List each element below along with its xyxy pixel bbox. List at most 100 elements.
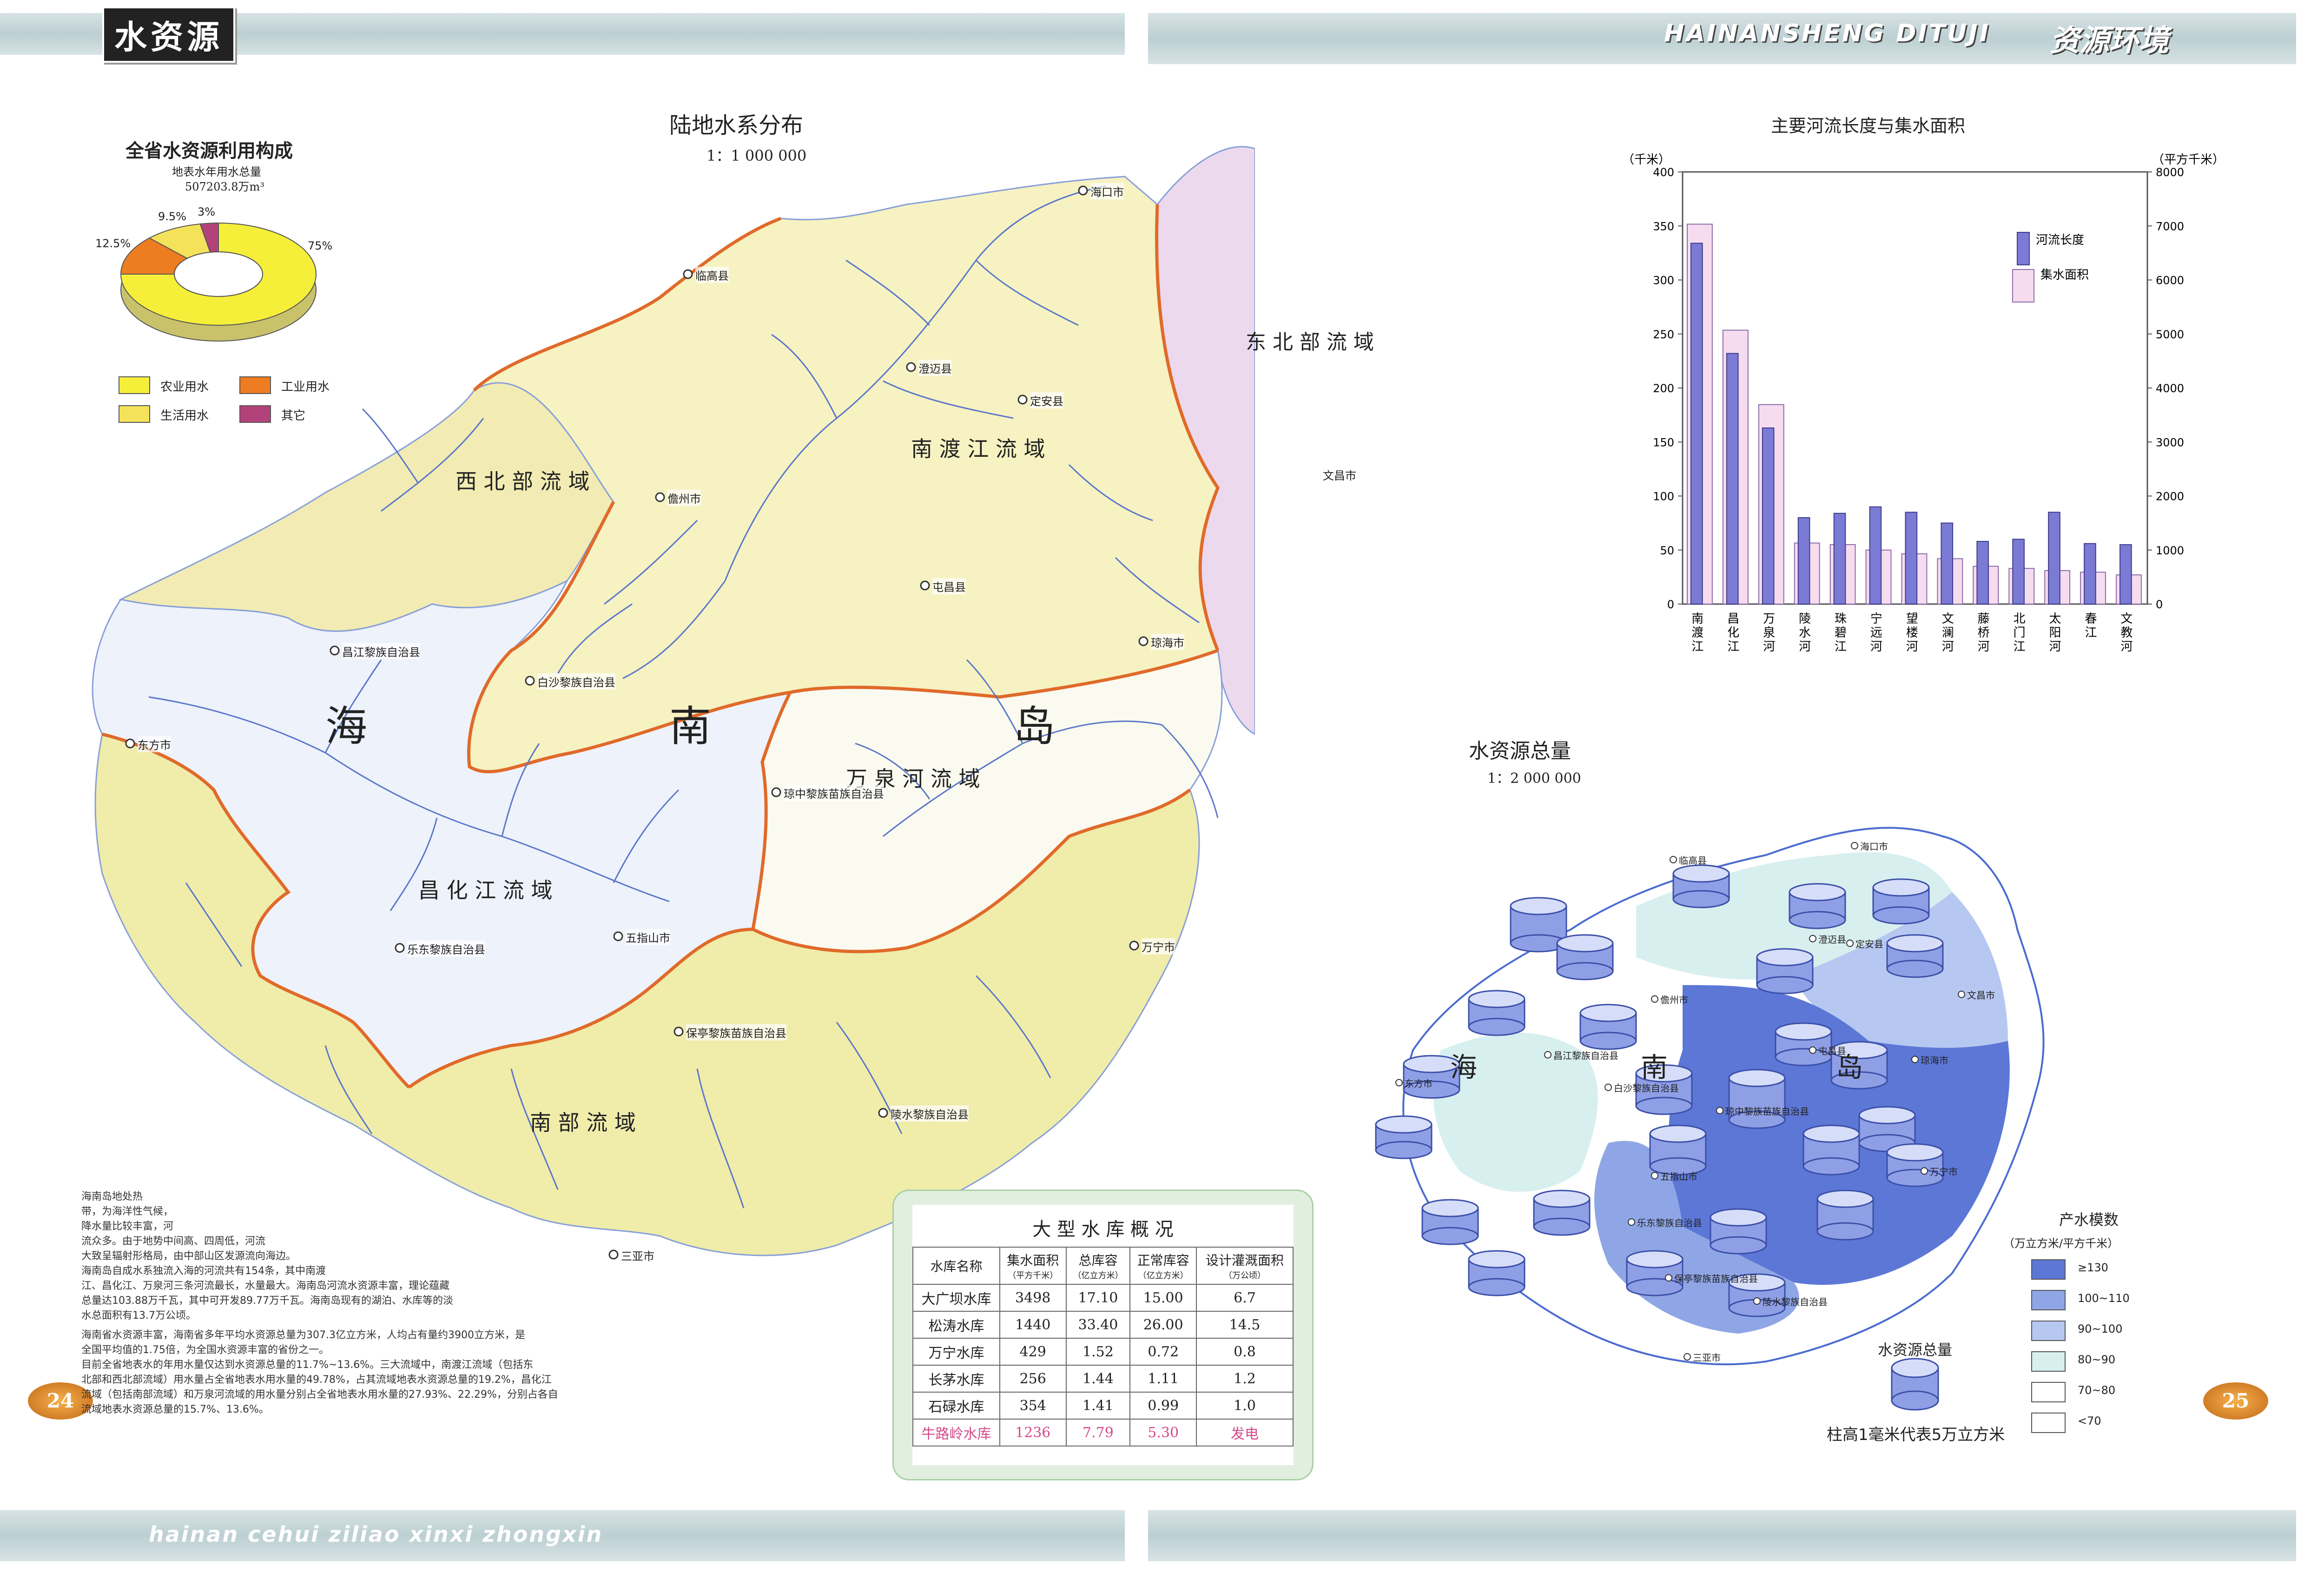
river: [324, 1045, 373, 1134]
water-cylinder-base: [1872, 906, 1930, 925]
total-city-label: 澄迈县: [1818, 934, 1846, 945]
x-tick-label: 太: [2049, 612, 2061, 626]
x-tick-label: 渡: [1691, 626, 1703, 640]
water-cylinder-top: [1872, 878, 1930, 897]
cylinder-legend-icon: [1891, 1358, 1939, 1411]
total-city-label: 琼海市: [1921, 1055, 1948, 1066]
water-cylinder-base: [1886, 1169, 1944, 1187]
reservoir-cell: 0.99: [1129, 1392, 1197, 1420]
x-tick-label: 门: [2014, 626, 2026, 640]
river: [148, 696, 670, 902]
legend-label-area: 集水面积: [2040, 268, 2089, 282]
legend-swatch-area: [2012, 269, 2034, 302]
river: [622, 580, 726, 679]
city-marker: [330, 645, 340, 656]
water-cylinder-top: [1710, 1208, 1767, 1227]
water-cylinder-base: [1816, 1222, 1874, 1241]
basin-boundary: [1155, 204, 1220, 651]
y-tick-left: 200: [1653, 382, 1674, 395]
intro-line: 目前全省地表水的年用水量仅达到水资源总量的11.7%~13.6%。三大流域中，南…: [81, 1359, 534, 1371]
water-cylinder-top: [1468, 1250, 1525, 1269]
reservoir-cell: 长茅水库: [912, 1365, 1000, 1393]
reservoir-table-wrap: 水库名称 集水面积 （平方千米） 总库容 （亿立方米） 正常库容 （亿立方米） 设计灌溉面积（…: [912, 1247, 1294, 1446]
basin-label-northeast: 东 北 部 流 域: [1246, 330, 1374, 354]
total-city-marker: [1911, 1056, 1919, 1063]
water-cylinder-base: [1635, 1097, 1693, 1115]
total-city-marker: [1651, 995, 1658, 1003]
water-cylinder-top: [1858, 1106, 1916, 1124]
reservoir-cell: 5.30: [1129, 1419, 1197, 1446]
city-marker: [125, 738, 135, 749]
total-city-label: 文昌市: [1967, 990, 1995, 1001]
total-city-marker: [1921, 1167, 1928, 1175]
x-tick-label: 河: [2120, 640, 2133, 654]
city-label: 临高县: [695, 267, 729, 283]
x-tick-label: 江: [2014, 640, 2026, 654]
river: [1115, 557, 1200, 624]
legend-swatch-other: [239, 405, 271, 423]
total-city-marker: [1809, 1046, 1816, 1054]
city-label: 白沙黎族自治县: [537, 673, 615, 690]
city-label: 儋州市: [667, 490, 701, 506]
water-cylinder-base: [1728, 1111, 1786, 1129]
y-tick-right: 0: [2156, 598, 2163, 611]
water-cylinder-top: [1775, 1022, 1832, 1041]
production-legend: 产水模数 （万立方米/平方千米） ≥130 100~110 90~100 80~90 7…: [2003, 1208, 2189, 1459]
pie-hole: [174, 251, 263, 297]
water-cylinder-top: [1830, 1041, 1888, 1059]
city-label: 琼海市: [1151, 634, 1184, 650]
page-number-left: 24: [28, 1382, 93, 1420]
legend-swatch: [2031, 1321, 2066, 1341]
legend-swatch-agri: [119, 376, 150, 394]
total-map-scale: 1：2 000 000: [1487, 770, 1581, 787]
x-tick-label: 文: [1942, 612, 1954, 626]
bottom-band-left: [0, 1510, 1125, 1561]
river: [771, 334, 838, 419]
x-tick-label: 江: [2085, 626, 2097, 640]
reservoir-row: 大广坝水库 3498 17.10 15.00 6.7: [912, 1284, 1294, 1312]
city-label: 屯昌县: [932, 578, 966, 594]
total-city-label: 乐东黎族自治县: [1637, 1217, 1702, 1229]
total-city-marker: [1544, 1051, 1552, 1058]
river: [966, 659, 1023, 744]
city-label: 澄迈县: [918, 360, 952, 376]
water-cylinder-top: [1816, 1190, 1874, 1208]
island-label-hai: 海: [325, 702, 367, 751]
reservoir-cell: 3498: [999, 1284, 1067, 1312]
city-label: 万宁市: [1142, 938, 1175, 954]
reservoir-cell: 429: [999, 1338, 1067, 1366]
y-tick-left: 300: [1653, 274, 1674, 287]
water-cylinder-top: [1649, 1124, 1707, 1143]
x-tick-label: 望: [1906, 612, 1918, 626]
section-title-left: 水资源: [102, 7, 235, 63]
total-city-marker: [1395, 1079, 1403, 1086]
bar-length: [1690, 243, 1703, 605]
river: [362, 408, 419, 484]
pie-subtitle-1: 地表水年用水总量: [172, 165, 261, 178]
city-marker: [683, 269, 693, 279]
reservoir-cell: 6.7: [1195, 1284, 1294, 1312]
basin-label-south: 南 部 流 域: [530, 1110, 636, 1135]
intro-line: 流域地表水资源总量的15.7%、13.6%。: [81, 1404, 269, 1415]
x-tick-label: 藤: [1978, 612, 1990, 626]
usage-pie-chart: [120, 222, 317, 342]
legend-label-life: 生活用水: [160, 409, 209, 423]
city-marker: [878, 1108, 888, 1118]
reservoir-cell: 33.40: [1065, 1311, 1131, 1339]
y-tick-right: 4000: [2156, 382, 2184, 395]
water-cylinder-top: [1672, 864, 1730, 883]
reservoir-cell: 万宁水库: [912, 1338, 1000, 1366]
reservoir-panel: 大 型 水 库 概 况 水库名称 集水面积 （平方千米） 总库容 （亿立方米） 正常库容（…: [892, 1190, 1314, 1480]
water-cylinder-base: [1649, 1157, 1707, 1176]
intro-line: 海南岛自成水系独流入海的河流共有154条，其中南渡: [81, 1265, 326, 1277]
x-tick-label: 水: [1799, 626, 1811, 640]
y-tick-left: 150: [1653, 436, 1674, 449]
basin-boundary: [467, 501, 1219, 774]
legend-unit: （万立方米/平方千米）: [2003, 1237, 2119, 1250]
x-tick-label: 文: [2120, 612, 2133, 626]
legend-label-ind: 工业用水: [281, 380, 330, 394]
bar-length: [1941, 522, 1954, 605]
basin-label-changhua: 昌 化 江 流 域: [418, 878, 553, 903]
city-label: 东方市: [138, 736, 171, 752]
x-tick-label: 江: [1691, 640, 1703, 654]
